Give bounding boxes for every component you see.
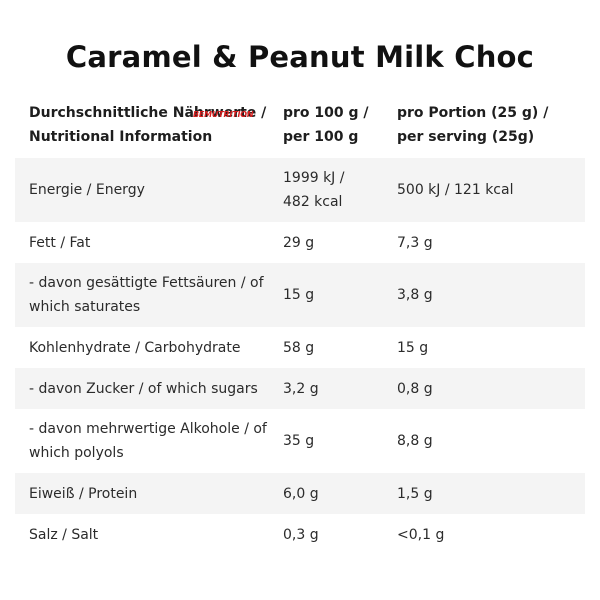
value-per-100g: 29 g <box>283 234 315 251</box>
nutrient-label: - davon mehrwertige Alkohole / of which … <box>15 417 283 465</box>
table-row-saturates: - davon gesättigte Fettsäuren / of which… <box>15 263 585 327</box>
table-row-protein: Eiweiß / Protein 6,0 g 1,5 g <box>15 473 585 514</box>
value-per-serving: 7,3 g <box>397 234 433 251</box>
value-per-100g: 3,2 g <box>283 380 319 397</box>
nutrient-label-line1: - davon mehrwertige Alkohole / of <box>29 421 267 437</box>
nutrient-label-line1: - davon gesättigte Fettsäuren / of <box>29 275 264 291</box>
header-per-serving: pro Portion (25 g) / per serving (25g) <box>395 101 585 149</box>
value-per-100g: 0,3 g <box>283 526 319 543</box>
value-per-serving: 3,8 g <box>397 287 433 303</box>
value-per-100g-line1: 1999 kJ / <box>283 170 345 186</box>
value-per-100g: 15 g <box>283 287 315 303</box>
nutrient-label: - davon gesättigte Fettsäuren / of which… <box>15 271 283 319</box>
header-per-serving-line1: pro Portion (25 g) / <box>397 105 549 121</box>
value-per-serving: <0,1 g <box>397 526 445 543</box>
header-nutrient-line2: Nutritional Information <box>29 129 213 145</box>
page-title: Caramel & Peanut Milk Choc <box>65 40 535 74</box>
table-header-row: Durchschnittliche Nährwerte / Nutritiona… <box>15 92 585 158</box>
header-nutrient-line1: Durchschnittliche Nährwerte / <box>29 105 267 121</box>
header-per-100g-line2: per 100 g <box>283 129 359 145</box>
nutrition-table: Durchschnittliche Nährwerte / Nutritiona… <box>15 92 585 555</box>
header-nutrient: Durchschnittliche Nährwerte / Nutritiona… <box>15 101 283 149</box>
table-row-salt: Salz / Salt 0,3 g <0,1 g <box>15 514 585 555</box>
table-row-energy: Energie / Energy 1999 kJ / 482 kcal 500 … <box>15 158 585 222</box>
value-per-100g-line2: 482 kcal <box>283 194 343 210</box>
header-per-serving-line2: per serving (25g) <box>397 129 535 145</box>
value-per-serving: 500 kJ / 121 kcal <box>397 182 514 198</box>
value-per-serving: 8,8 g <box>397 433 433 449</box>
value-per-serving: 1,5 g <box>397 485 433 502</box>
nutrient-label: - davon Zucker / of which sugars <box>29 380 258 397</box>
value-per-100g: 1999 kJ / 482 kcal <box>283 166 395 214</box>
value-per-100g: 6,0 g <box>283 485 319 502</box>
value-per-100g: 35 g <box>283 433 315 449</box>
table-row-fat: Fett / Fat 29 g 7,3 g <box>15 222 585 263</box>
table-row-carbohydrate: Kohlenhydrate / Carbohydrate 58 g 15 g <box>15 327 585 368</box>
value-per-100g: 58 g <box>283 339 315 356</box>
nutrient-label: Eiweiß / Protein <box>29 485 138 502</box>
nutrient-label-line2: which polyols <box>29 445 124 461</box>
value-per-serving: 15 g <box>397 339 429 356</box>
brand-logo: BEMUTRITION <box>193 110 254 119</box>
header-per-100g: pro 100 g / per 100 g <box>283 101 395 149</box>
table-row-polyols: - davon mehrwertige Alkohole / of which … <box>15 409 585 473</box>
nutrient-label: Salz / Salt <box>29 526 99 543</box>
nutrient-label: Fett / Fat <box>29 234 91 251</box>
nutrient-label: Kohlenhydrate / Carbohydrate <box>29 339 241 356</box>
table-row-sugars: - davon Zucker / of which sugars 3,2 g 0… <box>15 368 585 409</box>
nutrient-label: Energie / Energy <box>29 182 145 198</box>
value-per-serving: 0,8 g <box>397 380 433 397</box>
nutrient-label-line2: which saturates <box>29 299 141 315</box>
header-per-100g-line1: pro 100 g / <box>283 105 369 121</box>
